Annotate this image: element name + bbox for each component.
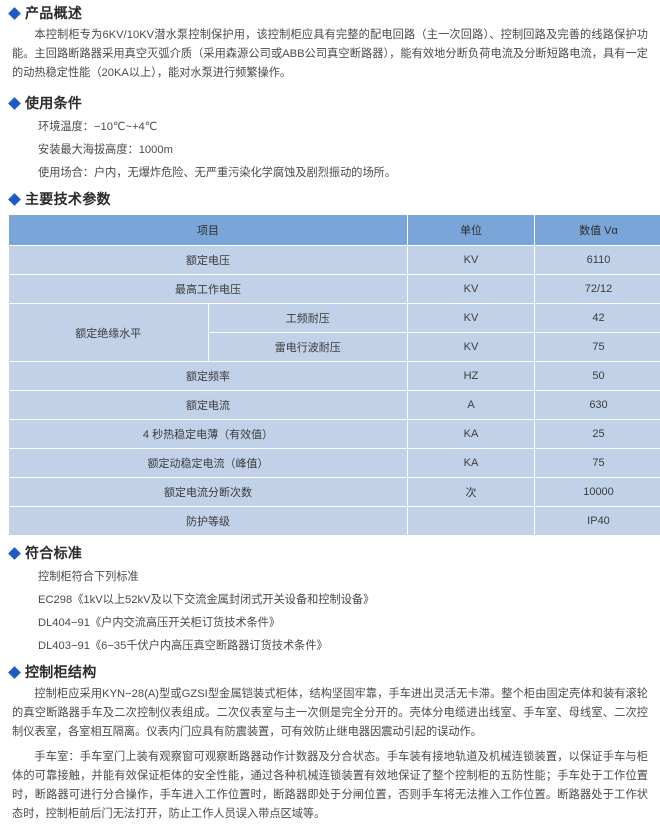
table-row: 额定电流分断次数 次 10000 <box>9 478 660 507</box>
standard-item: DL404−91《户内交流高压开关柜订货技术条件》 <box>8 612 652 635</box>
standard-item: EC298《1kV以上52kV及以下交流金属封闭式开关设备和控制设备》 <box>8 589 652 612</box>
section-heading-conditions: 使用条件 <box>8 94 652 112</box>
cell-unit: HZ <box>408 362 535 391</box>
section-heading-structure: 控制柜结构 <box>8 663 652 681</box>
specifications-table: 项目 单位 数值 Vα 额定电压 KV 6110 最高工作电压 KV 72/12… <box>8 214 660 536</box>
cell-item: 额定频率 <box>9 362 408 391</box>
table-body: 额定电压 KV 6110 最高工作电压 KV 72/12 额定绝缘水平 工频耐压… <box>9 246 660 536</box>
diamond-bullet-icon <box>8 666 21 679</box>
cell-unit: A <box>408 391 535 420</box>
cell-value: 25 <box>535 420 660 449</box>
section-title-specs: 主要技术参数 <box>25 190 111 208</box>
section-title-overview: 产品概述 <box>25 4 82 22</box>
table-row: 防护等级 IP40 <box>9 507 660 536</box>
table-row: 最高工作电压 KV 72/12 <box>9 275 660 304</box>
table-header-row: 项目 单位 数值 Vα <box>9 215 660 246</box>
diamond-bullet-icon <box>8 97 21 110</box>
cell-item: 防护等级 <box>9 507 408 536</box>
column-header-unit: 单位 <box>408 215 535 246</box>
cell-value: 50 <box>535 362 660 391</box>
cell-unit: KV <box>408 246 535 275</box>
cell-unit: KA <box>408 449 535 478</box>
section-title-conditions: 使用条件 <box>25 94 82 112</box>
section-title-standards: 符合标准 <box>25 544 82 562</box>
cell-item: 最高工作电压 <box>9 275 408 304</box>
cell-item: 工频耐压 <box>208 304 408 333</box>
cell-unit: KV <box>408 275 535 304</box>
column-header-value: 数值 Vα <box>535 215 660 246</box>
overview-paragraph: 本控制柜专为6KV/10KV潜水泵控制保护用，该控制柜应具有完整的配电回路（主一… <box>8 26 652 83</box>
diamond-bullet-icon <box>8 547 21 560</box>
cell-value: 72/12 <box>535 275 660 304</box>
cell-value: 630 <box>535 391 660 420</box>
condition-line: 使用场合：户内，无爆炸危险、无严重污染化学腐蚀及剧烈振动的场所。 <box>8 162 652 185</box>
cell-value: 75 <box>535 449 660 478</box>
cell-value: 10000 <box>535 478 660 507</box>
cell-item-group: 额定绝缘水平 <box>9 304 209 362</box>
condition-line: 环境温度：−10℃~+4℃ <box>8 116 652 139</box>
cell-value: 42 <box>535 304 660 333</box>
structure-paragraph-2: 手车室：手车室门上装有观察窗可观察断路器动作计数器及分合状态。手车装有接地轨道及… <box>8 748 652 824</box>
table-row: 额定电压 KV 6110 <box>9 246 660 275</box>
section-heading-standards: 符合标准 <box>8 544 652 562</box>
structure-paragraph-1: 控制柜应采用KYN−28(A)型或GZSI型金属铠装式柜体，结构坚固牢靠，手车进… <box>8 685 652 742</box>
cell-item: 额定电压 <box>9 246 408 275</box>
table-row: 额定绝缘水平 工频耐压 KV 42 <box>9 304 660 333</box>
diamond-bullet-icon <box>8 193 21 206</box>
cell-item: 额定电流 <box>9 391 408 420</box>
cell-value: 6110 <box>535 246 660 275</box>
table-row: 额定动稳定电流（峰值） KA 75 <box>9 449 660 478</box>
cell-item: 额定动稳定电流（峰值） <box>9 449 408 478</box>
cell-item: 雷电行波耐压 <box>208 333 408 362</box>
cell-value: IP40 <box>535 507 660 536</box>
section-heading-specs: 主要技术参数 <box>8 190 652 208</box>
cell-value: 75 <box>535 333 660 362</box>
column-header-item: 项目 <box>9 215 408 246</box>
diamond-bullet-icon <box>8 7 21 20</box>
section-title-structure: 控制柜结构 <box>25 663 97 681</box>
cell-unit: 次 <box>408 478 535 507</box>
cell-item: 额定电流分断次数 <box>9 478 408 507</box>
cell-unit <box>408 507 535 536</box>
cell-item: 4 秒热稳定电薄（有效值） <box>9 420 408 449</box>
cell-unit: KV <box>408 304 535 333</box>
table-header: 项目 单位 数值 Vα <box>9 215 660 246</box>
standard-item: DL403−91《6−35千伏户内高压真空断路器订货技术条件》 <box>8 635 652 658</box>
table-row: 额定电流 A 630 <box>9 391 660 420</box>
section-heading-overview: 产品概述 <box>8 4 652 22</box>
table-row: 4 秒热稳定电薄（有效值） KA 25 <box>9 420 660 449</box>
condition-line: 安装最大海拔高度：1000m <box>8 139 652 162</box>
table-row: 额定频率 HZ 50 <box>9 362 660 391</box>
standards-intro: 控制柜符合下列标准 <box>8 566 652 589</box>
cell-unit: KV <box>408 333 535 362</box>
cell-unit: KA <box>408 420 535 449</box>
